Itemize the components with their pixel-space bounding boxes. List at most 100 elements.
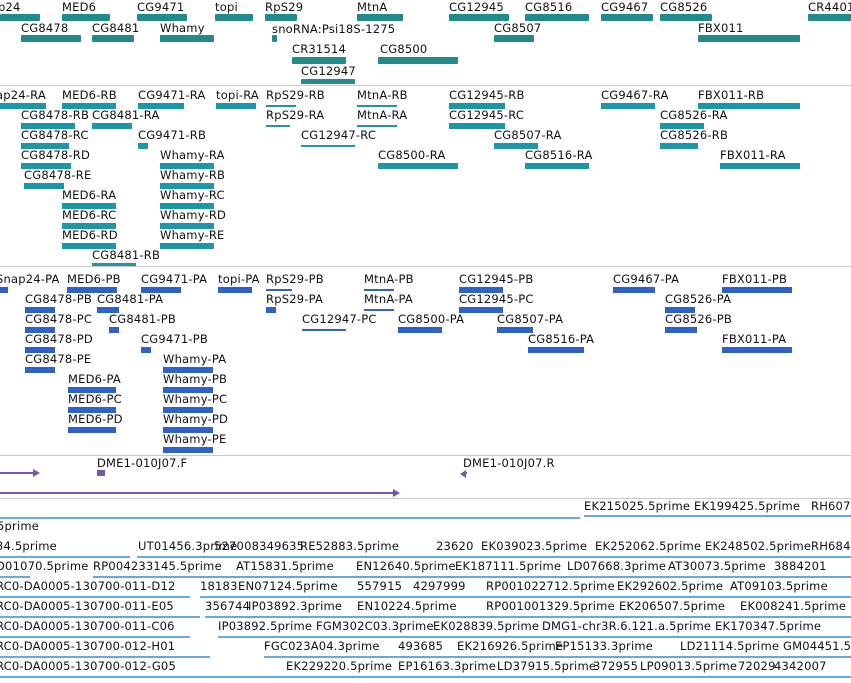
feature-label-whamy-rc[interactable]: Whamy-RC	[160, 188, 225, 202]
feature-label-cg12947-pc[interactable]: CG12947-PC	[302, 312, 377, 326]
feature-glyph-whamy-re[interactable]	[160, 243, 214, 249]
feature-label-cg9471-ra[interactable]: CG9471-RA	[138, 88, 206, 102]
feature-label-fgm302c03-3prime[interactable]: FGM302C03.3prime	[316, 619, 434, 633]
feature-label-d01070-5prime[interactable]: D01070.5prime	[0, 559, 89, 573]
feature-label-ek215025-5prime[interactable]: EK215025.5prime	[584, 499, 691, 513]
feature-glyph-med6-pa[interactable]	[68, 387, 116, 393]
feature-label-whamy[interactable]: Whamy	[160, 21, 205, 35]
feature-label-med6-ra[interactable]: MED6-RA	[62, 188, 117, 202]
feature-label-dme1-010j07-r[interactable]: DME1-010J07.R	[463, 456, 555, 470]
feature-label-3884201[interactable]: 3884201	[774, 559, 827, 573]
feature-label-cg12945-rc[interactable]: CG12945-RC	[449, 108, 525, 122]
feature-label-med6-pa[interactable]: MED6-PA	[68, 372, 121, 386]
feature-label-cg8507-pa[interactable]: CG8507-PA	[497, 312, 564, 326]
feature-glyph-cg8526-pa[interactable]	[665, 307, 695, 313]
feature-label-topi[interactable]: topi	[215, 0, 238, 14]
feature-glyph-snorna-psi18s-1275[interactable]	[272, 35, 277, 42]
feature-label-cg12945-pb[interactable]: CG12945-PB	[459, 272, 534, 286]
feature-glyph-fbx011-rb[interactable]	[698, 103, 800, 109]
feature-glyph-topi-pa[interactable]	[218, 287, 252, 293]
feature-glyph-cg9467-ra[interactable]	[601, 103, 655, 109]
feature-glyph-rc0-da0005-130700-011-c06[interactable]	[0, 636, 190, 638]
feature-label-rh607[interactable]: RH607	[811, 499, 851, 513]
feature-label-rc0-da0005-130700-011-d12[interactable]: RC0-DA0005-130700-011-D12	[0, 579, 176, 593]
feature-label-cg8478-pd[interactable]: CG8478-PD	[25, 332, 93, 346]
feature-label-rc0-da0005-130700-011-c06[interactable]: RC0-DA0005-130700-011-C06	[0, 619, 175, 633]
feature-glyph-med6[interactable]	[62, 14, 110, 21]
feature-glyph-cg12945-pb[interactable]	[459, 287, 503, 293]
feature-label-372955[interactable]: 372955	[593, 659, 639, 673]
feature-label-527008349635[interactable]: 527008349635	[214, 539, 305, 553]
feature-glyph-p24[interactable]	[0, 14, 40, 21]
feature-label-rc0-da0005-130700-012-h01[interactable]: RC0-DA0005-130700-012-H01	[0, 639, 176, 653]
feature-label-mtna-ra[interactable]: MtnA-RA	[357, 108, 408, 122]
feature-glyph-cg8500[interactable]	[378, 57, 458, 64]
feature-glyph-med6-rb[interactable]	[62, 103, 116, 109]
feature-label-cr31514[interactable]: CR31514	[292, 42, 347, 56]
feature-glyph-cg12945-pc[interactable]	[459, 307, 503, 313]
feature-label-cg9467-pa[interactable]: CG9467-PA	[613, 272, 680, 286]
feature-glyph-cg12945-rc[interactable]	[449, 123, 505, 129]
feature-label-ek229220-5prime[interactable]: EK229220.5prime	[286, 659, 393, 673]
feature-label-ut01456-3prime[interactable]: UT01456.3prime	[138, 539, 238, 553]
feature-label-cg12947[interactable]: CG12947	[301, 64, 356, 78]
feature-glyph-med6-rd[interactable]	[62, 243, 116, 249]
feature-glyph-cg8507[interactable]	[494, 35, 534, 42]
feature-label-493685[interactable]: 493685	[398, 639, 444, 653]
feature-glyph-whamy[interactable]	[160, 35, 214, 42]
feature-glyph-rc0-da0005-130700-012-h01[interactable]	[0, 656, 210, 658]
feature-label-at09103-5prime[interactable]: AT09103.5prime	[730, 579, 828, 593]
feature-label-cg8481-pa[interactable]: CG8481-PA	[97, 292, 164, 306]
feature-glyph-gm04451-5prime[interactable]	[264, 656, 851, 658]
feature-glyph-cg8481-rb[interactable]	[92, 263, 136, 266]
feature-label-at30073-5prime[interactable]: AT30073.5prime	[668, 559, 766, 573]
feature-label-cg8526-ra[interactable]: CG8526-RA	[660, 108, 728, 122]
feature-glyph-rc0-da0005-130700-012-g05[interactable]	[0, 676, 290, 678]
feature-glyph-whamy-pa[interactable]	[163, 367, 213, 373]
feature-glyph-cg9471-pa[interactable]	[141, 287, 181, 293]
feature-label-cg12947-rc[interactable]: CG12947-RC	[301, 128, 377, 142]
feature-glyph-med6-pc[interactable]	[68, 407, 116, 413]
feature-label-mtna-pa[interactable]: MtnA-PA	[364, 292, 413, 306]
feature-glyph-rps29[interactable]	[265, 14, 297, 21]
feature-label-ek292602-5prime[interactable]: EK292602.5prime	[617, 579, 724, 593]
feature-glyph-rps29-rb[interactable]	[266, 105, 296, 107]
feature-label-ld07668-3prime[interactable]: LD07668.3prime	[567, 559, 667, 573]
feature-label-cg8481-rb[interactable]: CG8481-RB	[92, 248, 161, 262]
feature-label-rps29-pb[interactable]: RpS29-PB	[266, 272, 324, 286]
feature-glyph-cg9471-ra[interactable]	[138, 103, 184, 109]
feature-glyph-cg12947-rc[interactable]	[301, 145, 355, 147]
feature-glyph-cg8526[interactable]	[660, 14, 712, 21]
feature-label-cg8526-pb[interactable]: CG8526-PB	[665, 312, 732, 326]
feature-glyph-cg9467-pa[interactable]	[613, 287, 655, 293]
feature-label-med6-rc[interactable]: MED6-RC	[62, 208, 117, 222]
feature-label-whamy-re[interactable]: Whamy-RE	[160, 228, 225, 242]
bac-end-glyph[interactable]	[97, 470, 105, 476]
feature-glyph-cg12945[interactable]	[449, 14, 509, 21]
feature-glyph-cg12945-rb[interactable]	[449, 103, 505, 109]
feature-label-ek039023-5prime[interactable]: EK039023.5prime	[481, 539, 588, 553]
feature-label-rps29-rb[interactable]: RpS29-RB	[266, 88, 325, 102]
feature-glyph-cg8478-pb[interactable]	[25, 307, 55, 313]
feature-glyph-fbx011[interactable]	[698, 35, 800, 42]
feature-label-cg9471[interactable]: CG9471	[137, 0, 185, 14]
feature-glyph-cg8478-pc[interactable]	[25, 327, 55, 333]
feature-label-fbx011-pb[interactable]: FBX011-PB	[722, 272, 788, 286]
feature-label-en07124-5prime[interactable]: EN07124.5prime	[238, 579, 338, 593]
feature-label-med6-pd[interactable]: MED6-PD	[68, 412, 123, 426]
feature-glyph-cr31514[interactable]	[292, 57, 346, 64]
feature-label-cg8478-rc[interactable]: CG8478-RC	[21, 128, 89, 142]
feature-glyph-cg8516[interactable]	[525, 14, 589, 21]
feature-label-ek248502-5prime[interactable]: EK248502.5prime	[705, 539, 812, 553]
feature-label-ap24-ra[interactable]: ap24-RA	[0, 88, 46, 102]
feature-label-ep16163-3prime[interactable]: EP16163.3prime	[398, 659, 497, 673]
feature-label-mtna-rb[interactable]: MtnA-RB	[357, 88, 408, 102]
feature-glyph-topi-ra[interactable]	[216, 103, 256, 109]
feature-glyph-3884201[interactable]	[93, 576, 851, 578]
feature-label-cg12945-pc[interactable]: CG12945-PC	[459, 292, 534, 306]
feature-glyph-fbx011-pb[interactable]	[722, 287, 792, 293]
feature-glyph-mtna-ra[interactable]	[357, 125, 397, 127]
feature-glyph-cg8526-rb[interactable]	[660, 143, 698, 149]
feature-label-snorna-psi18s-1275[interactable]: snoRNA:Psi18S-1275	[272, 22, 396, 36]
feature-label-cg9471-pb[interactable]: CG9471-PB	[141, 332, 208, 346]
